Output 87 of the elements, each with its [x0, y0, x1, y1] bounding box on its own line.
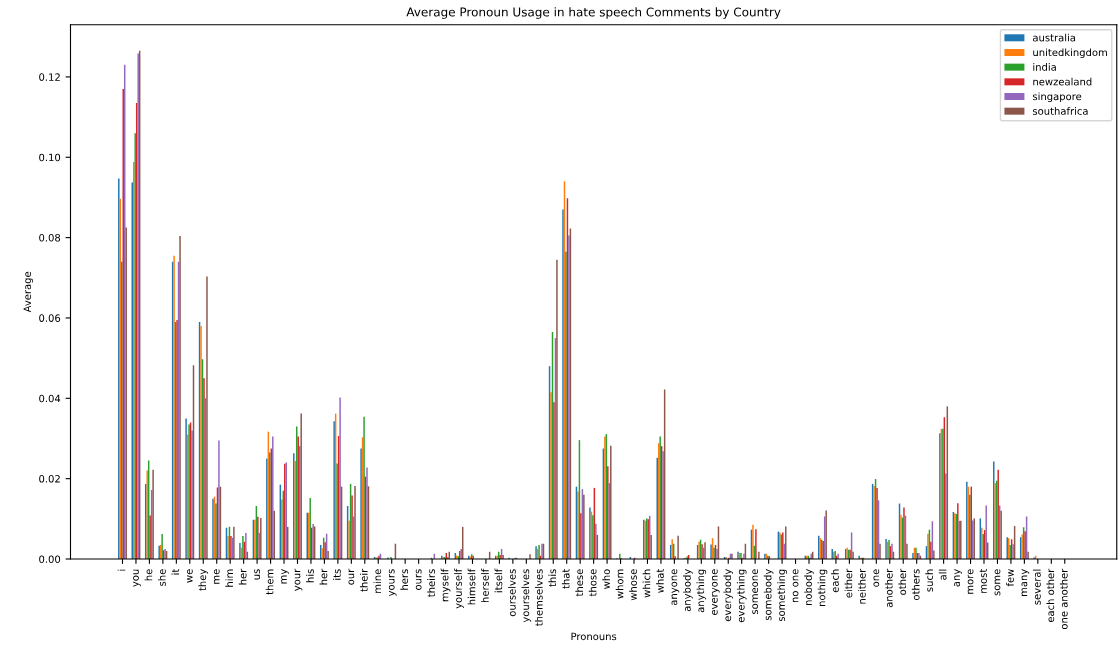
x-tick-label: him [225, 569, 233, 587]
y-tick-label: 0.06 [39, 314, 61, 322]
legend-label: singapore [1032, 92, 1082, 103]
y-tick-label: 0.00 [39, 555, 61, 563]
x-tick-label: nothing [817, 569, 828, 606]
x-tick-label: ours [415, 569, 422, 590]
x-tick-label: he [144, 569, 153, 581]
x-tick-label: them [265, 569, 274, 595]
x-tick-label: her [238, 568, 247, 585]
x-tick-label: yourselves [521, 569, 532, 623]
x-tick-label: everybody [723, 569, 734, 622]
x-tick-label: mine [373, 569, 382, 593]
x-tick-label: more [967, 569, 974, 594]
x-tick-label: these [575, 569, 584, 597]
x-tick-label: someone [752, 569, 759, 615]
x-tick-label: anybody [683, 569, 693, 612]
y-tick-label: 0.04 [39, 394, 61, 403]
x-tick-label: anything [696, 569, 707, 613]
x-tick-label: all [938, 569, 947, 580]
chart-title: Average Pronoun Usage in hate speech Comments by Country [406, 7, 781, 19]
x-tick-label: she [158, 569, 166, 586]
x-tick-label: each [831, 569, 839, 593]
x-tick-label: you [133, 569, 141, 587]
x-tick-label: something [777, 569, 787, 622]
x-tick-label: itself [494, 568, 503, 593]
x-tick-label: each other [1046, 568, 1055, 623]
y-axis-title: Average [23, 271, 33, 313]
y-tick-label: 0.12 [39, 73, 60, 81]
x-axis-title: Pronouns [571, 632, 617, 641]
x-tick-label: nobody [804, 569, 814, 606]
x-tick-label: theirs [427, 569, 435, 597]
x-tick-label: who [602, 569, 610, 589]
x-tick-label: others [911, 569, 920, 601]
x-tick-label: another [884, 568, 893, 608]
x-tick-label: other [898, 568, 907, 595]
x-tick-label: any [954, 569, 962, 587]
x-tick-label: yours [388, 569, 397, 597]
x-tick-label: themselves [534, 569, 543, 627]
x-tick-label: such [925, 569, 934, 592]
x-tick-label: herself [481, 568, 489, 603]
y-tick-label: 0.02 [39, 475, 60, 483]
legend-label: australia [1033, 33, 1076, 42]
x-tick-label: many [1021, 569, 1030, 596]
x-tick-label: we [186, 569, 193, 583]
y-tick-label: 0.08 [39, 233, 61, 242]
x-tick-label: somebody [763, 569, 774, 621]
x-tick-label: neither [858, 568, 866, 604]
x-tick-label: hers [400, 569, 409, 590]
x-tick-label: everyone [711, 569, 720, 616]
x-tick-label: yourself [454, 568, 464, 609]
legend-label: newzealand [1033, 77, 1092, 86]
x-tick-label: few [1006, 569, 1014, 587]
x-tick-label: i [117, 569, 126, 571]
x-tick-label: several [1033, 569, 1041, 605]
legend-label: southafrica [1032, 107, 1088, 115]
x-tick-label: us [254, 569, 261, 580]
x-tick-label: what [656, 568, 664, 593]
x-tick-label: one [873, 569, 880, 587]
x-tick-label: her [319, 568, 328, 585]
x-tick-label: no one [792, 569, 799, 603]
x-tick-label: ourselves [508, 569, 516, 617]
x-tick-label: this [548, 569, 557, 587]
x-tick-label: that [561, 568, 570, 589]
x-tick-label: either [844, 568, 853, 598]
x-tick-label: whom [615, 569, 624, 599]
x-tick-label: most [979, 568, 987, 593]
x-tick-label: my [281, 569, 289, 584]
x-tick-label: they [198, 569, 209, 591]
x-tick-label: which [642, 569, 651, 598]
x-tick-label: your [294, 568, 303, 591]
x-tick-label: everything [736, 569, 747, 623]
x-tick-label: one another [1059, 568, 1068, 630]
x-tick-label: some [994, 569, 1001, 596]
x-tick-label: it [171, 568, 180, 575]
x-tick-label: whose [629, 569, 637, 601]
x-tick-label: anyone [671, 569, 680, 606]
x-tick-label: our [348, 568, 355, 585]
x-tick-label: those [588, 569, 597, 597]
x-tick-label: their [359, 568, 368, 592]
x-tick-label: himself [467, 568, 476, 605]
x-tick-label: his [306, 569, 314, 583]
y-tick-label: 0.10 [39, 153, 61, 162]
legend-label: india [1033, 63, 1056, 71]
x-tick-label: myself [440, 568, 451, 602]
legend-label: unitedkingdom [1033, 48, 1107, 59]
x-tick-label: its [333, 569, 341, 580]
x-tick-label: me [213, 569, 220, 584]
